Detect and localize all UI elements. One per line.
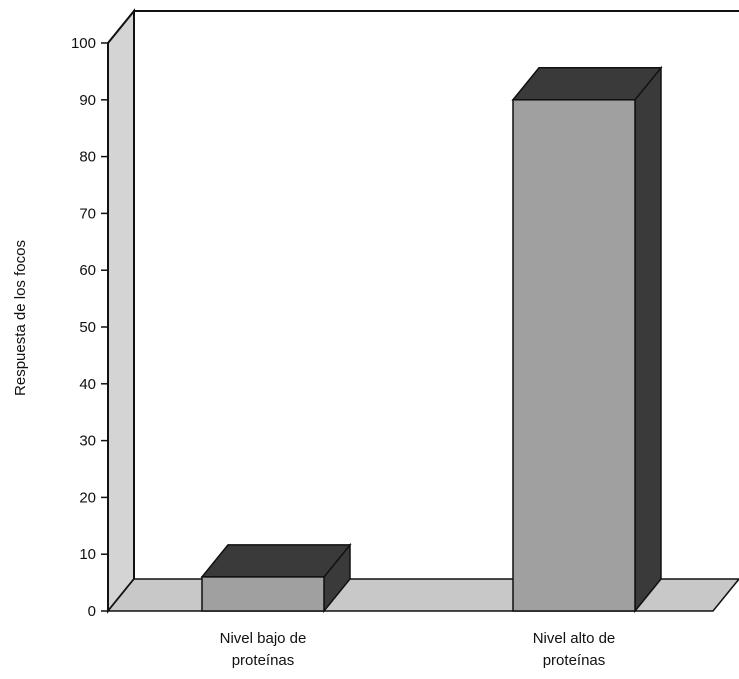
bar-top xyxy=(511,67,663,101)
x-category-label: Nivel alto de proteínas xyxy=(533,630,616,669)
x-category-label: Nivel bajo de proteínas xyxy=(220,630,307,669)
bar xyxy=(511,65,663,614)
y-tick-label: 70 xyxy=(79,205,96,222)
back-wall-frame xyxy=(133,10,739,579)
x-category-label-line: Nivel alto de xyxy=(533,630,616,647)
y-tick-label: 10 xyxy=(79,546,96,563)
y-tick-label: 30 xyxy=(79,433,96,450)
y-tick-label: 100 xyxy=(71,35,96,52)
y-tick-label: 90 xyxy=(79,92,96,109)
y-tick-label: 80 xyxy=(79,149,96,166)
bar-side xyxy=(634,65,662,614)
y-axis-label: Respuesta de los focos xyxy=(12,240,29,396)
bar-front xyxy=(201,576,325,612)
x-category-label-line: Nivel bajo de xyxy=(220,630,307,647)
left-wall xyxy=(107,8,135,614)
y-tick-label: 60 xyxy=(79,262,96,279)
y-tick-label: 50 xyxy=(79,319,96,336)
y-tick-label: 20 xyxy=(79,489,96,506)
x-category-label-line: proteínas xyxy=(543,652,606,669)
x-category-label-line: proteínas xyxy=(232,652,295,669)
bar xyxy=(200,542,352,614)
y-tick-label: 0 xyxy=(88,603,96,620)
y-tick-label: 40 xyxy=(79,376,96,393)
bar-top xyxy=(200,544,352,578)
bar-front xyxy=(512,99,636,612)
